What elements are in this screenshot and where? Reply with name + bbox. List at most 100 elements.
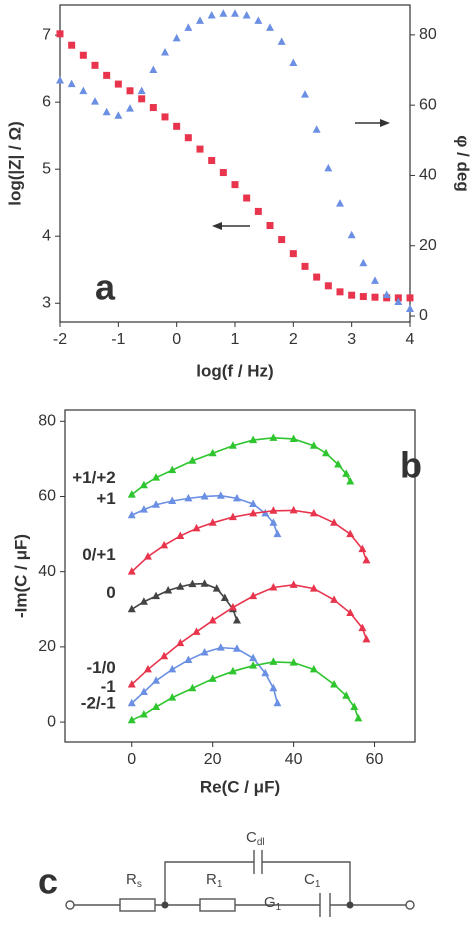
marker [161, 47, 169, 56]
marker [173, 122, 181, 130]
marker [249, 508, 258, 517]
marker [312, 125, 321, 133]
marker [228, 512, 237, 521]
marker [261, 508, 270, 517]
marker [143, 552, 152, 560]
capacitor [319, 893, 331, 917]
label-main: R [126, 871, 137, 888]
label-sub: 1 [217, 879, 223, 890]
marker [143, 664, 152, 673]
marker [168, 693, 177, 701]
series-label: +1/+2 [72, 468, 116, 487]
x-tick-label: -2 [53, 331, 67, 348]
marker [196, 16, 204, 24]
marker [161, 113, 169, 121]
marker [301, 90, 309, 98]
marker [309, 584, 318, 592]
marker [254, 207, 262, 215]
marker [273, 529, 282, 538]
marker [137, 86, 146, 95]
marker [184, 134, 192, 142]
series-label: -1 [101, 677, 116, 696]
series-line [131, 584, 368, 686]
y-tick-label: 0 [47, 713, 56, 730]
x-tick-label: 0 [127, 751, 136, 768]
marker [176, 638, 185, 647]
marker [139, 597, 148, 605]
marker [362, 634, 371, 643]
marker [348, 291, 356, 299]
marker [127, 490, 136, 498]
marker [152, 591, 161, 600]
marker [168, 664, 177, 673]
y-tick-label: 80 [38, 412, 56, 429]
marker [208, 448, 217, 457]
marker [139, 505, 148, 513]
marker [219, 169, 227, 177]
marker [91, 97, 99, 105]
marker [102, 107, 111, 116]
marker [152, 702, 161, 711]
marker [382, 290, 391, 298]
marker [254, 16, 263, 24]
marker [216, 491, 225, 499]
label-sub: s [137, 879, 142, 890]
marker [91, 61, 99, 69]
marker [188, 579, 197, 588]
marker [359, 293, 367, 301]
marker [127, 510, 136, 519]
x-tick-label: -1 [111, 331, 125, 348]
arrow-head [212, 222, 222, 230]
y-axis-label: log(|Z| / Ω) [5, 121, 24, 206]
marker [228, 602, 237, 611]
marker [309, 508, 318, 517]
marker [139, 687, 148, 695]
marker [200, 491, 209, 500]
marker [350, 702, 359, 711]
marker [289, 58, 298, 66]
x-tick-label: 3 [347, 331, 356, 348]
marker [358, 544, 367, 553]
marker [324, 163, 333, 172]
marker [249, 661, 258, 669]
marker [249, 499, 258, 507]
series-label: +1 [96, 489, 115, 508]
marker [242, 11, 251, 19]
marker [358, 623, 367, 632]
marker [347, 230, 356, 239]
label-sub: dl [257, 837, 265, 848]
marker [184, 493, 193, 502]
x-tick-label: 4 [406, 331, 415, 348]
y2-axis-label: φ / deg [454, 135, 473, 192]
marker [336, 199, 344, 207]
x-tick-label: 60 [366, 751, 384, 768]
terminal [65, 900, 75, 910]
marker [269, 582, 278, 591]
plot-frame [64, 409, 416, 743]
marker [261, 668, 270, 677]
marker [188, 456, 197, 464]
marker [228, 666, 237, 675]
y-tick-label: 3 [42, 294, 51, 311]
marker [249, 653, 258, 662]
panel-label: a [95, 267, 116, 308]
marker [362, 555, 371, 564]
marker [208, 674, 217, 682]
panel-label: c [38, 861, 58, 902]
marker [249, 435, 258, 444]
marker [249, 591, 258, 600]
marker [371, 293, 379, 301]
marker [114, 80, 122, 88]
marker [220, 593, 229, 601]
marker [196, 145, 204, 153]
marker [269, 657, 278, 665]
marker [207, 11, 216, 19]
marker [406, 294, 414, 302]
marker [289, 250, 297, 258]
marker [346, 608, 355, 617]
marker [56, 30, 64, 38]
marker [330, 679, 339, 688]
resistor [119, 898, 156, 912]
marker [289, 658, 298, 666]
